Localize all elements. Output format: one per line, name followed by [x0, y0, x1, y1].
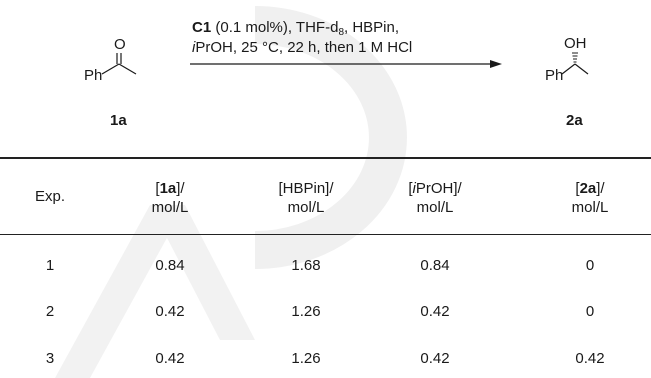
- conditions-line-1: C1 (0.1 mol%), THF-d8, HBPin,: [192, 19, 400, 38]
- product-bond-c-ch3: [574, 63, 589, 75]
- cell-1a: 0.42: [155, 350, 185, 367]
- cell-iproh: 0.42: [420, 303, 450, 320]
- cell-hbpin: 1.26: [291, 303, 321, 320]
- header-iproh: [iPrOH]/ mol/L: [408, 180, 462, 216]
- conditions-line-2: iPrOH, 25 °C, 22 h, then 1 M HCl: [192, 39, 413, 56]
- header-exp: Exp.: [34, 188, 65, 205]
- cell-hbpin: 1.26: [291, 350, 321, 367]
- cell-exp: 2: [45, 303, 55, 320]
- reactant-bond-c-ch3: [118, 63, 137, 75]
- catalyst-label: C1: [192, 19, 212, 36]
- cell-2a: 0: [585, 303, 595, 320]
- product-bond-ph-c: [561, 63, 576, 75]
- product-compound-label: 2a: [566, 112, 583, 129]
- cell-2a: 0.42: [575, 350, 605, 367]
- cell-iproh: 0.42: [420, 350, 450, 367]
- cell-1a: 0.42: [155, 303, 185, 320]
- header-2a: [2a]/ mol/L: [571, 180, 609, 216]
- header-1a: [1a]/ mol/L: [151, 180, 189, 216]
- cell-hbpin: 1.68: [291, 257, 321, 274]
- header-hbpin: [HBPin]/ mol/L: [278, 180, 334, 216]
- reactant-compound-label: 1a: [110, 112, 127, 129]
- cell-1a: 0.84: [155, 257, 185, 274]
- cell-exp: 1: [45, 257, 55, 274]
- cell-2a: 0: [585, 257, 595, 274]
- reaction-arrow-head: [490, 60, 502, 68]
- reactant-phenyl-label: Ph: [84, 67, 103, 84]
- product-hydroxyl-label: OH: [564, 35, 587, 52]
- table-header-rule: [0, 234, 651, 235]
- cell-iproh: 0.84: [420, 257, 450, 274]
- table-top-rule: [0, 157, 651, 159]
- product-hashed-wedge: [572, 52, 578, 63]
- reactant-bond-ph-c: [101, 63, 120, 75]
- product-phenyl-label: Ph: [545, 67, 564, 84]
- cell-exp: 3: [45, 350, 55, 367]
- reactant-oxygen-label: O: [114, 36, 126, 53]
- scheme-bonds: [101, 52, 589, 75]
